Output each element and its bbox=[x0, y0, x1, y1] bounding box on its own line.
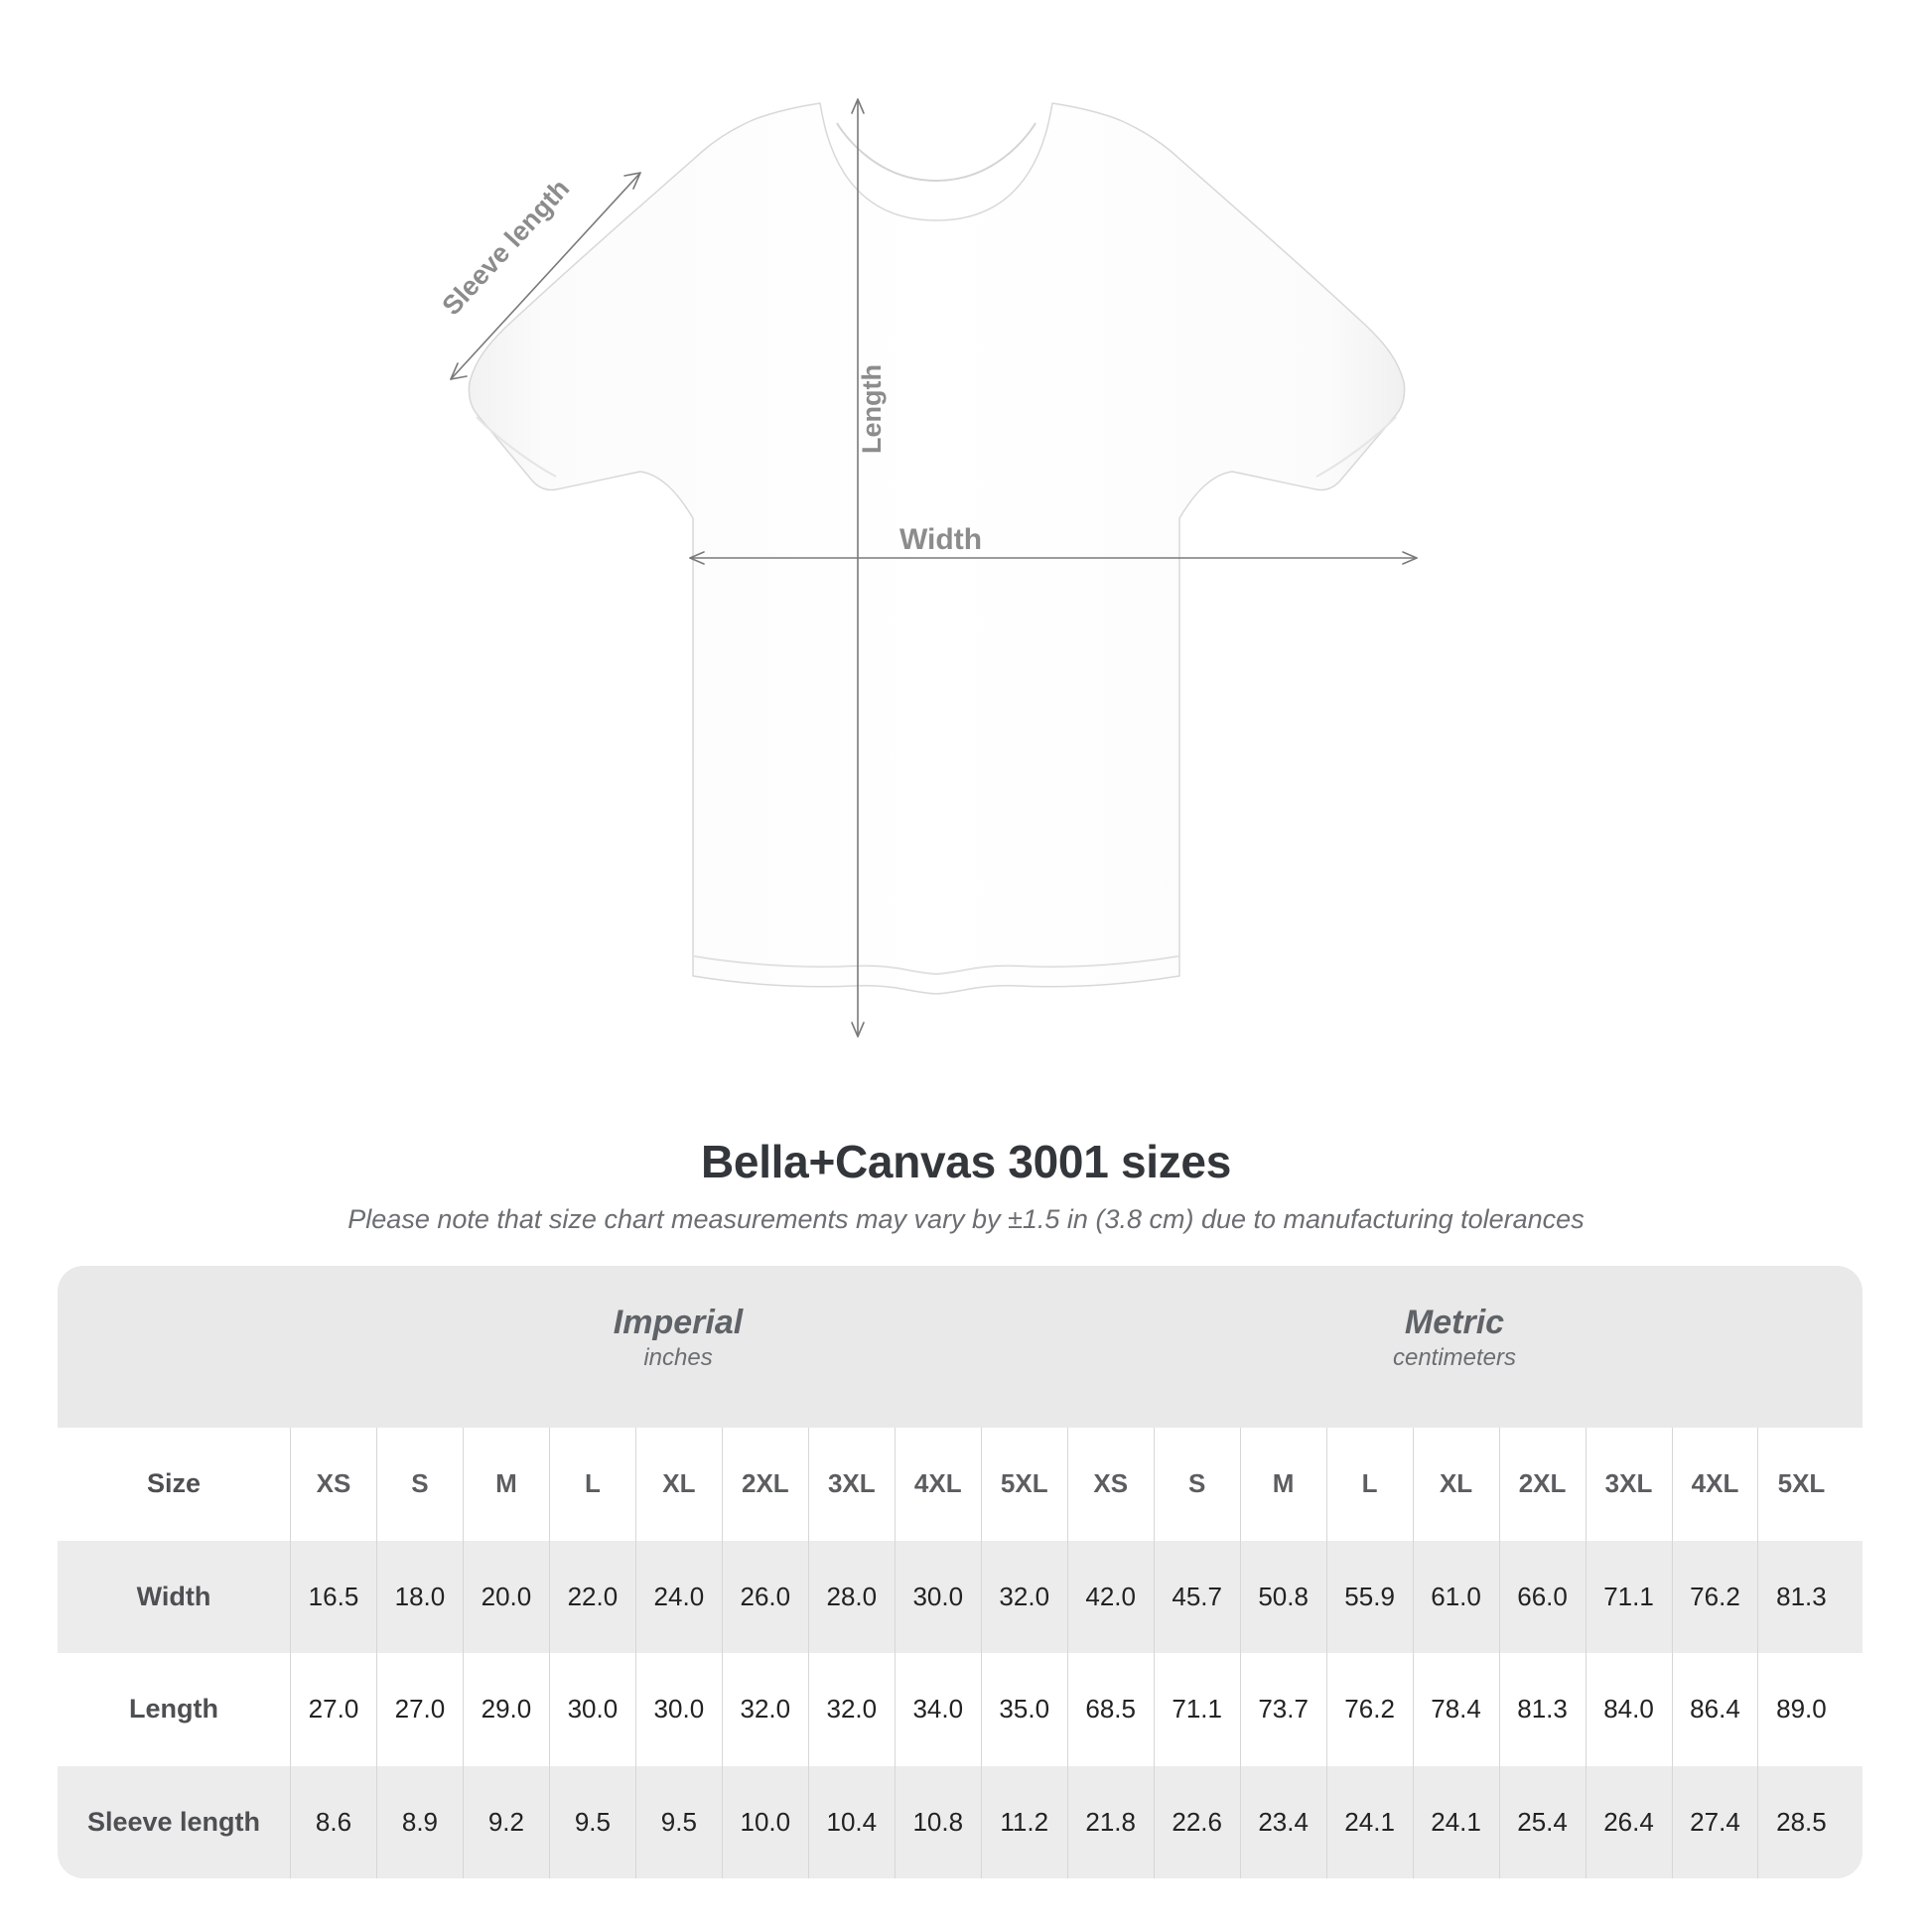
svg-text:Length: Length bbox=[857, 364, 887, 454]
svg-text:Width: Width bbox=[899, 523, 982, 556]
